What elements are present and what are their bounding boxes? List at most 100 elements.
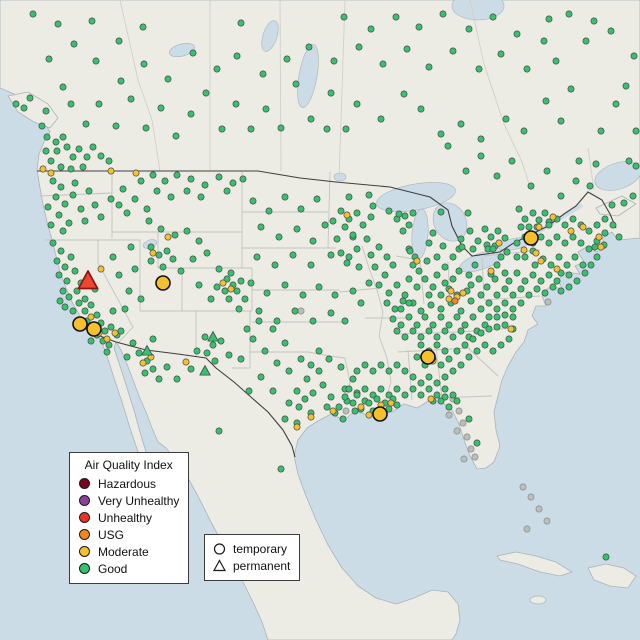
station-moderate[interactable] (343, 211, 351, 219)
station-good[interactable] (57, 163, 65, 171)
station-good[interactable] (262, 105, 270, 113)
station-good[interactable] (405, 275, 413, 283)
station-good[interactable] (327, 393, 335, 401)
station-good[interactable] (401, 367, 409, 375)
station-good[interactable] (327, 309, 335, 317)
station-good[interactable] (494, 227, 502, 235)
station-good[interactable] (379, 60, 387, 68)
station-good[interactable] (579, 261, 587, 269)
station-good[interactable] (157, 104, 165, 112)
station-good[interactable] (527, 182, 535, 190)
station-good[interactable] (247, 125, 255, 133)
station-good[interactable] (517, 299, 525, 307)
station-good[interactable] (225, 351, 233, 359)
station-good[interactable] (281, 339, 289, 347)
station-good[interactable] (342, 125, 350, 133)
station-good[interactable] (309, 317, 317, 325)
station-good[interactable] (353, 209, 361, 217)
station-good[interactable] (612, 100, 620, 108)
station-good[interactable] (441, 327, 449, 335)
station-inactive[interactable] (527, 493, 535, 501)
station-good[interactable] (409, 209, 417, 217)
station-good[interactable] (269, 387, 277, 395)
station-good[interactable] (315, 367, 323, 375)
station-good[interactable] (449, 253, 457, 261)
station-good[interactable] (462, 167, 470, 175)
station-good[interactable] (505, 277, 513, 285)
station-good[interactable] (425, 291, 433, 299)
station-good[interactable] (211, 357, 219, 365)
station-good[interactable] (592, 160, 600, 168)
station-good[interactable] (321, 221, 329, 229)
station-good[interactable] (75, 145, 83, 153)
station-good[interactable] (502, 115, 510, 123)
station-good[interactable] (433, 253, 441, 261)
station-good[interactable] (458, 243, 466, 251)
station-good[interactable] (195, 237, 203, 245)
station-good[interactable] (481, 225, 489, 233)
station-good[interactable] (531, 261, 539, 269)
station-good[interactable] (255, 317, 263, 325)
station-good[interactable] (508, 157, 516, 165)
station-good[interactable] (291, 307, 299, 315)
station-good[interactable] (81, 307, 89, 315)
station-good[interactable] (109, 307, 117, 315)
station-good[interactable] (369, 202, 377, 210)
station-good[interactable] (52, 138, 60, 146)
station-inactive[interactable] (453, 427, 461, 435)
station-good[interactable] (632, 127, 640, 135)
station-good[interactable] (341, 223, 349, 231)
station-good[interactable] (79, 163, 87, 171)
station-good[interactable] (52, 193, 60, 201)
station-good[interactable] (187, 110, 195, 118)
station-good[interactable] (485, 299, 493, 307)
station-good[interactable] (87, 337, 95, 345)
station-good[interactable] (367, 25, 375, 33)
station-good[interactable] (409, 327, 417, 335)
station-good[interactable] (187, 365, 195, 373)
station-good[interactable] (453, 397, 461, 405)
station-good[interactable] (505, 335, 513, 343)
station-good[interactable] (573, 277, 581, 285)
station-good[interactable] (247, 279, 255, 287)
station-good[interactable] (103, 348, 111, 356)
station-good[interactable] (602, 553, 610, 561)
station-good[interactable] (393, 327, 401, 335)
station-good[interactable] (577, 239, 585, 247)
station-good[interactable] (70, 40, 78, 48)
station-good[interactable] (608, 201, 616, 209)
station-good[interactable] (405, 313, 413, 321)
station-good[interactable] (249, 197, 257, 205)
station-good[interactable] (365, 399, 373, 407)
station-good[interactable] (441, 393, 449, 401)
station-good[interactable] (307, 115, 315, 123)
station-good[interactable] (525, 291, 533, 299)
station-good[interactable] (293, 225, 301, 233)
station-good[interactable] (59, 133, 67, 141)
station-moderate[interactable] (47, 169, 55, 177)
station-good[interactable] (69, 191, 77, 199)
station-good[interactable] (493, 323, 501, 331)
station-good[interactable] (375, 281, 383, 289)
station-good[interactable] (461, 341, 469, 349)
station-moderate[interactable] (579, 223, 587, 231)
station-good[interactable] (273, 317, 281, 325)
station-good[interactable] (593, 221, 601, 229)
station-good[interactable] (437, 130, 445, 138)
station-good[interactable] (563, 261, 571, 269)
station-good[interactable] (115, 271, 123, 279)
station-moderate[interactable] (532, 249, 540, 257)
station-good[interactable] (155, 375, 163, 383)
station-good[interactable] (565, 10, 573, 18)
station-good[interactable] (345, 385, 353, 393)
station-moderate[interactable] (427, 395, 435, 403)
station-good[interactable] (553, 277, 561, 285)
station-good[interactable] (397, 321, 405, 329)
station-good[interactable] (123, 353, 131, 361)
station-good[interactable] (155, 251, 163, 259)
station-good[interactable] (55, 271, 63, 279)
station-good[interactable] (303, 375, 311, 383)
station-good[interactable] (67, 165, 75, 173)
station-good[interactable] (77, 205, 85, 213)
station-good[interactable] (227, 269, 235, 277)
